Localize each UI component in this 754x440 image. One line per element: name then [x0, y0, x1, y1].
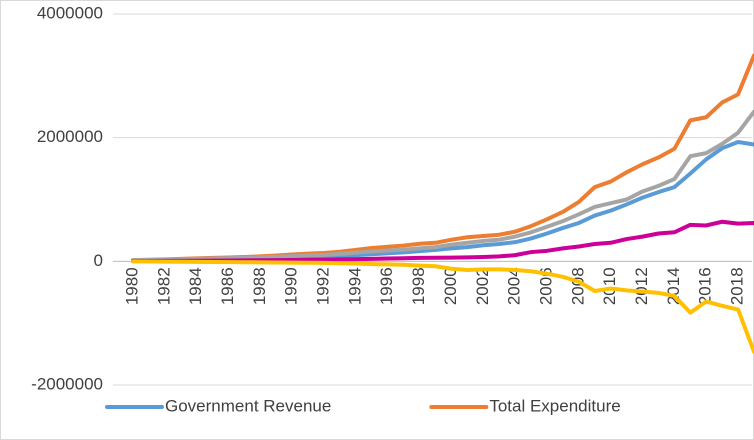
x-tick-label: 2010: [600, 267, 619, 305]
series-line: [131, 259, 754, 354]
x-tick-label: 2012: [632, 267, 651, 305]
x-tick-label: 2000: [441, 267, 460, 305]
x-tick-label: 1986: [218, 267, 237, 305]
x-tick-label: 2002: [473, 267, 492, 305]
legend-label: Government Revenue: [165, 396, 331, 415]
y-tick-label: 4000000: [37, 3, 103, 22]
series-line: [131, 109, 754, 263]
x-tick-label: 1984: [186, 267, 205, 305]
x-tick-label: 2008: [568, 267, 587, 305]
x-tick-label: 1982: [154, 267, 173, 305]
x-tick-label: 2006: [536, 267, 555, 305]
x-tick-label: 1990: [282, 267, 301, 305]
y-tick-label: 0: [94, 251, 103, 270]
y-tick-label: -2000000: [31, 374, 103, 393]
legend-label: Total Expenditure: [489, 396, 620, 415]
x-tick-label: 1996: [377, 267, 396, 305]
x-tick-label: 1980: [122, 267, 141, 305]
x-tick-label: 1998: [409, 267, 428, 305]
x-tick-label: 2016: [696, 267, 715, 305]
y-tick-label: 2000000: [37, 127, 103, 146]
x-tick-label: 1988: [250, 267, 269, 305]
x-tick-label: 2018: [728, 267, 747, 305]
x-tick-label: 1992: [314, 267, 333, 305]
x-tick-label: 2004: [505, 267, 524, 305]
x-tick-label: 1994: [345, 267, 364, 305]
